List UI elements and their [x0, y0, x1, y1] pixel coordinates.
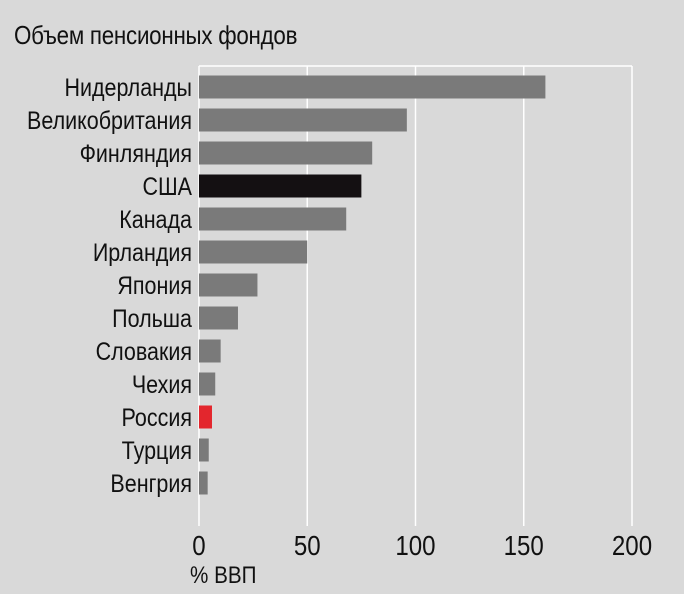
category-labels: Нидерланды Великобритания Финляндия США Кана… [27, 73, 192, 497]
x-tick-label: 200 [612, 529, 652, 561]
bar [199, 108, 407, 132]
category-label: Канада [119, 205, 192, 233]
category-label: Венгрия [110, 469, 192, 497]
category-label: Чехия [132, 370, 192, 398]
x-tick-label: 100 [395, 529, 435, 561]
chart-title: Объем пенсионных фондов [14, 20, 298, 50]
bar [199, 405, 212, 429]
bar [199, 273, 258, 297]
category-label: Ирландия [93, 238, 192, 266]
bar [199, 339, 221, 363]
category-label: Россия [122, 403, 192, 431]
bar [199, 306, 238, 330]
category-label: Великобритания [27, 106, 192, 134]
bar [199, 471, 208, 495]
category-label: Финляндия [80, 139, 192, 167]
grid-lines [198, 65, 633, 526]
x-tick-label: 150 [504, 529, 544, 561]
bar [199, 438, 209, 462]
bar [199, 372, 216, 396]
bar [199, 141, 373, 165]
bars [199, 75, 546, 495]
bar [199, 240, 308, 264]
category-label: Словакия [96, 337, 192, 365]
bar [199, 207, 347, 231]
bar [199, 174, 362, 198]
x-tick-label: 50 [294, 529, 321, 561]
bar [199, 75, 546, 99]
x-axis-label: % ВВП [190, 562, 257, 589]
category-label: Япония [117, 271, 192, 299]
category-label: Турция [122, 436, 192, 464]
category-label: Польша [112, 304, 192, 332]
category-label: США [142, 172, 192, 200]
x-tick-labels: 0 50 100 150 200 [192, 529, 652, 561]
category-label: Нидерланды [64, 73, 192, 101]
x-tick-label: 0 [192, 529, 205, 561]
